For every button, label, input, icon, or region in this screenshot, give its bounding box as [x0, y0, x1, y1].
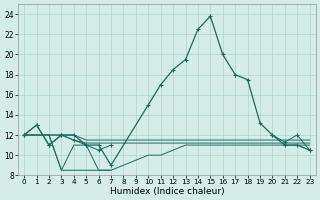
X-axis label: Humidex (Indice chaleur): Humidex (Indice chaleur)	[109, 187, 224, 196]
